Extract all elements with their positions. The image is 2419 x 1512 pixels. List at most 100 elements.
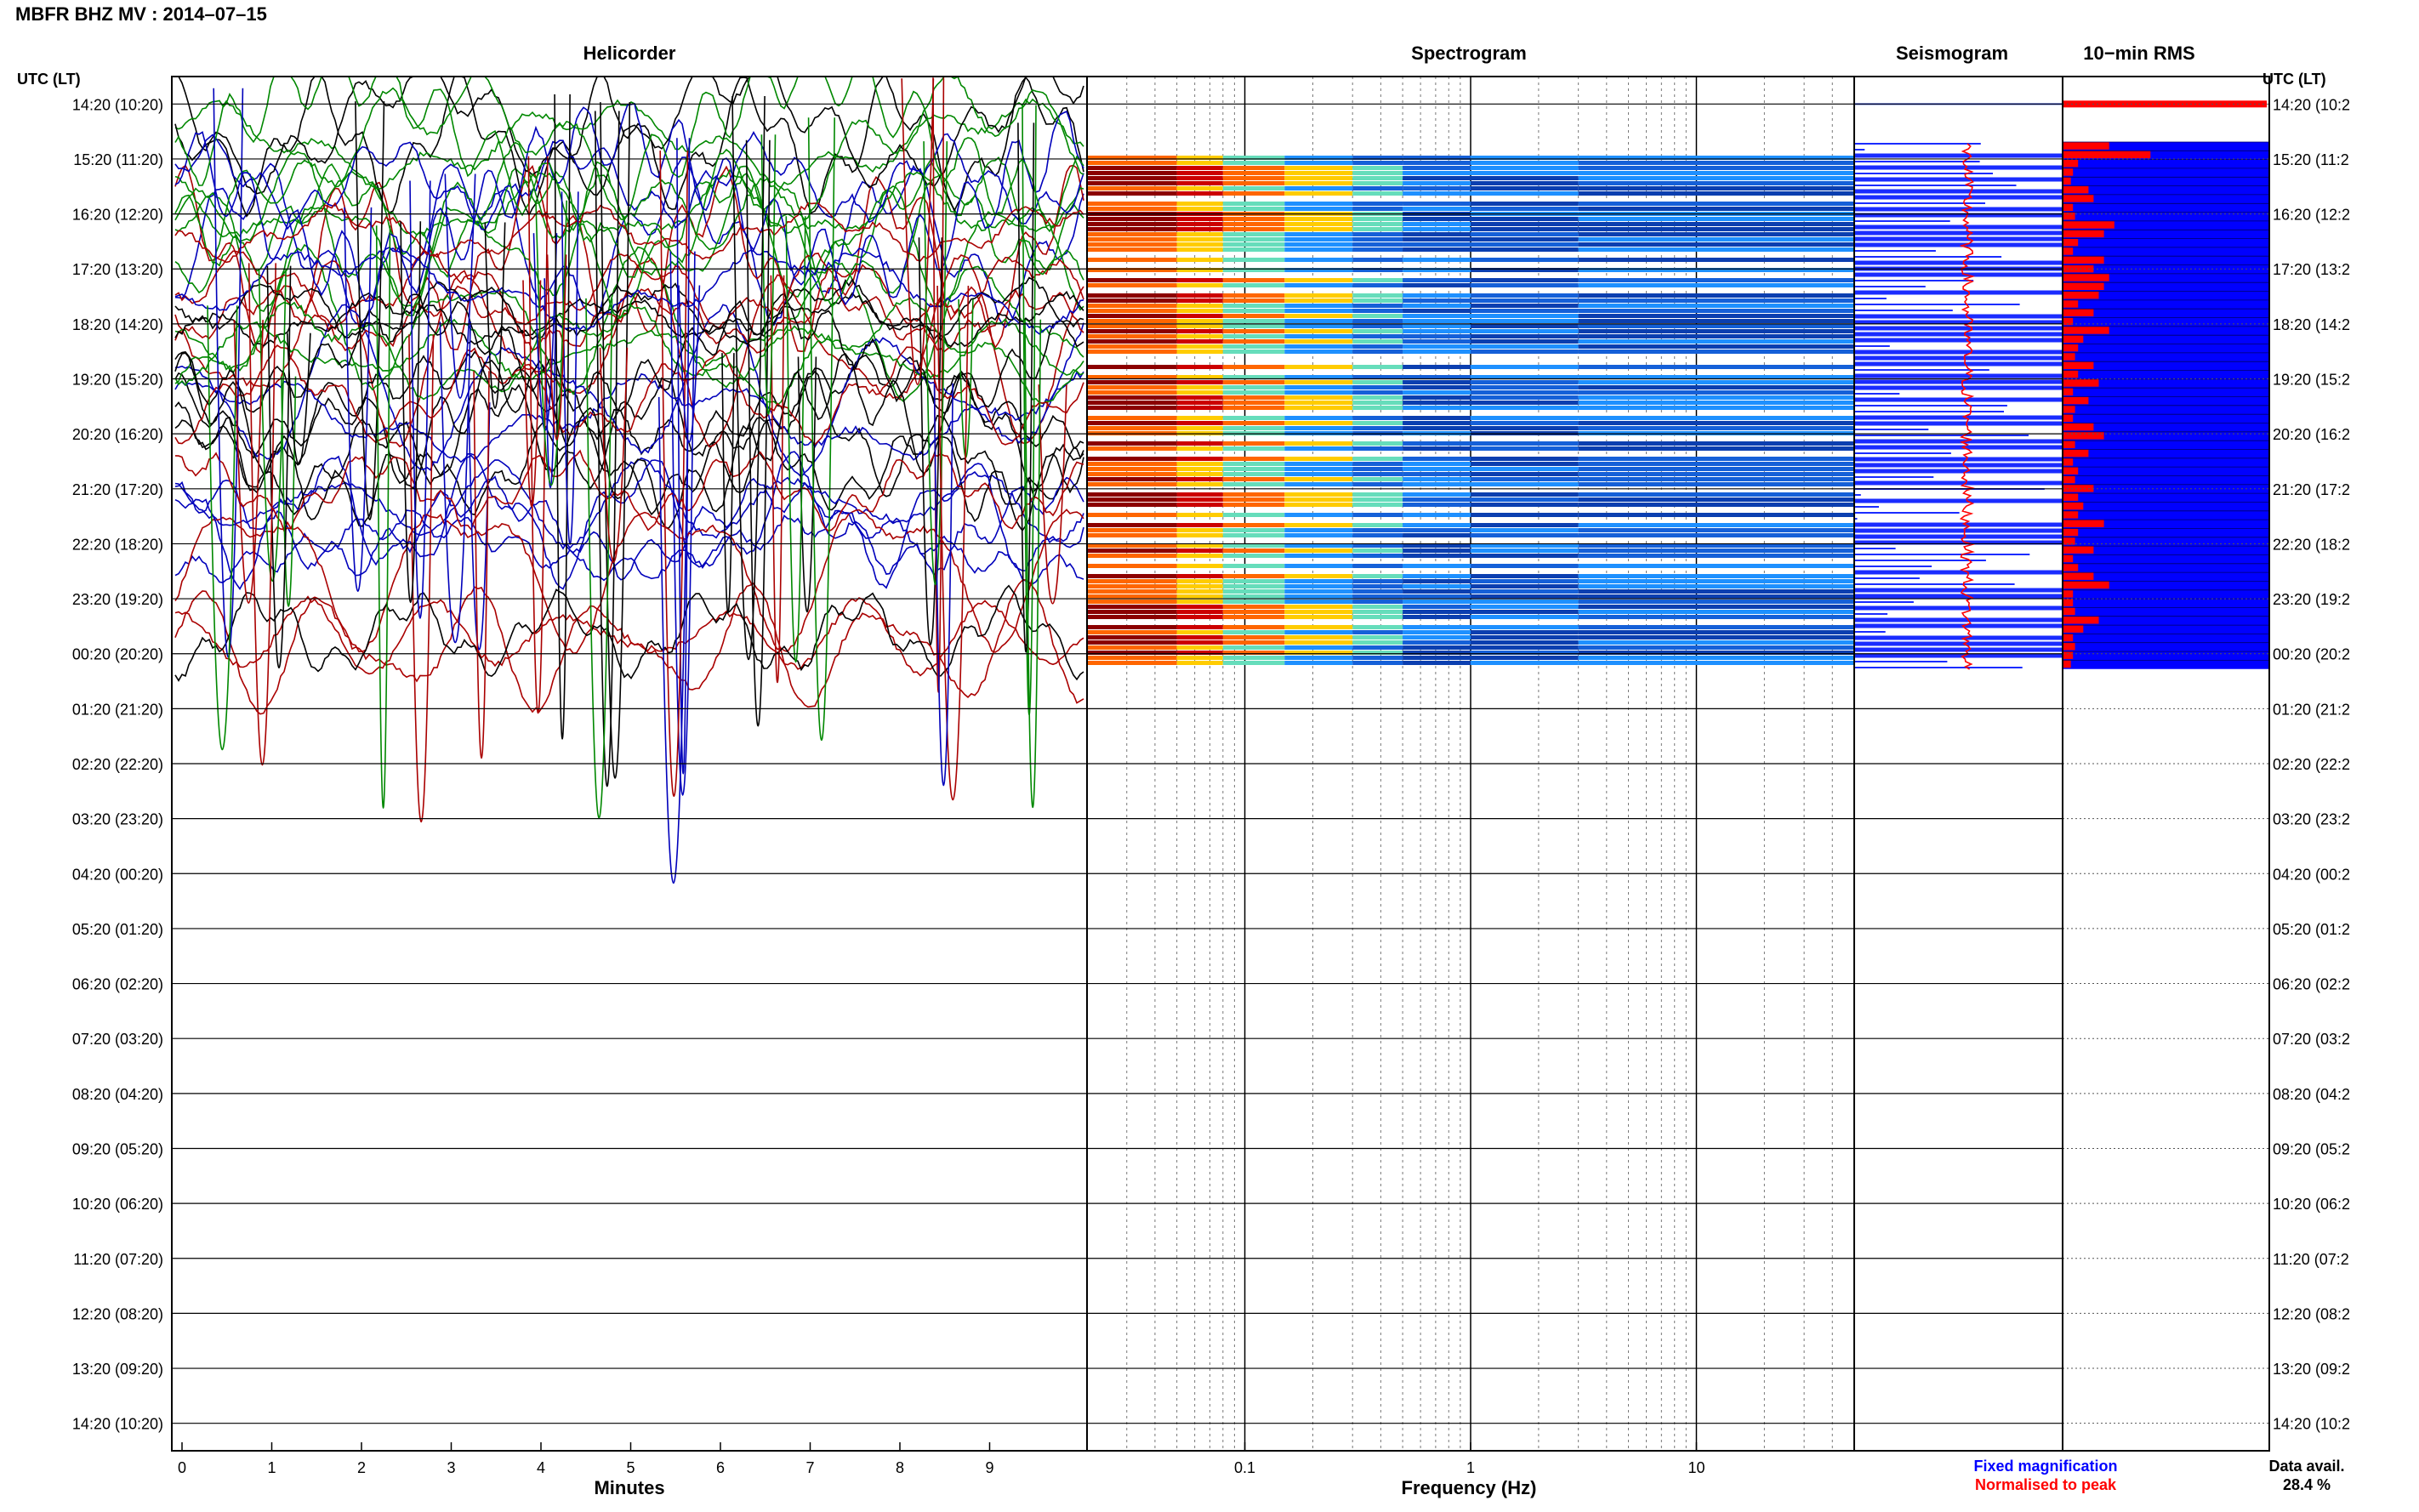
spectrogram-band bbox=[1578, 462, 1854, 466]
row-label-left: 15:20 (11:20) bbox=[73, 151, 163, 168]
spectrogram-band bbox=[1087, 615, 1177, 619]
spectrogram-band bbox=[1578, 186, 1854, 190]
spectrogram-band bbox=[1352, 156, 1403, 160]
spectrogram-band bbox=[1087, 661, 1177, 665]
spectrogram-band bbox=[1352, 594, 1403, 599]
spectrogram-band bbox=[1578, 640, 1854, 645]
spectrogram-band bbox=[1578, 615, 1854, 619]
spectrogram-band bbox=[1222, 574, 1285, 578]
rms-bar bbox=[2063, 291, 2099, 299]
spectrogram-band bbox=[1284, 594, 1353, 599]
row-label-right: 16:20 (12:2 bbox=[2273, 207, 2350, 224]
spectrogram-band bbox=[1403, 278, 1471, 282]
spectrogram-band bbox=[1222, 202, 1285, 206]
row-label-left: 13:20 (09:20) bbox=[72, 1361, 163, 1378]
helicorder-xtick-label: 5 bbox=[626, 1459, 635, 1476]
spectrogram-band bbox=[1352, 584, 1403, 588]
rms-bar bbox=[2063, 168, 2074, 176]
spectrogram-band bbox=[1222, 385, 1285, 389]
spectrogram-band bbox=[1352, 186, 1403, 190]
spectrogram-band bbox=[1087, 268, 1177, 272]
spectrogram-band bbox=[1403, 390, 1471, 395]
helicorder-spike bbox=[1024, 319, 1042, 809]
spectrogram-band bbox=[1222, 564, 1285, 568]
spectrogram-band bbox=[1284, 564, 1353, 568]
spectrogram-band bbox=[1403, 227, 1471, 231]
helicorder-spike bbox=[532, 233, 558, 431]
spectrogram-band bbox=[1222, 656, 1285, 660]
helicorder-spike bbox=[1022, 105, 1037, 716]
spectrogram-band bbox=[1352, 472, 1403, 476]
spectrogram-band bbox=[1087, 222, 1177, 226]
legend-normalised-to-peak: Normalised to peak bbox=[1975, 1476, 2117, 1493]
row-label-left: 02:20 (22:20) bbox=[72, 756, 163, 773]
spectrogram-band bbox=[1352, 554, 1403, 558]
spectrogram-band bbox=[1352, 293, 1403, 298]
spectrogram-band bbox=[1471, 186, 1579, 190]
row-label-left: 12:20 (08:20) bbox=[72, 1305, 163, 1322]
spectrogram-band bbox=[1176, 202, 1223, 206]
helicorder-spike bbox=[248, 263, 276, 766]
helicorder-spike bbox=[535, 200, 567, 486]
spectrogram-band bbox=[1087, 477, 1177, 481]
rms-bar bbox=[2063, 326, 2109, 334]
spectrogram-band bbox=[1176, 191, 1223, 196]
spectrogram-band bbox=[1176, 339, 1223, 344]
spectrogram-band bbox=[1352, 390, 1403, 395]
legend-fixed-magnification: Fixed magnification bbox=[1973, 1458, 2117, 1475]
spectrogram-band bbox=[1284, 385, 1353, 389]
helicorder-spike bbox=[770, 275, 785, 684]
helicorder-xtick-label: 1 bbox=[267, 1459, 276, 1476]
spectrogram-band bbox=[1403, 176, 1471, 180]
spectrogram-band bbox=[1087, 467, 1177, 471]
spectrogram-band bbox=[1578, 625, 1854, 629]
rms-bar bbox=[2063, 449, 2089, 458]
helicorder-spike bbox=[546, 254, 567, 441]
spectrogram-band bbox=[1176, 528, 1223, 532]
helicorder-xtick-label: 9 bbox=[985, 1459, 993, 1476]
spectrogram-band bbox=[1352, 482, 1403, 486]
spectrogram-band bbox=[1222, 247, 1285, 252]
spectrogram-band bbox=[1471, 380, 1579, 384]
spectrogram-band bbox=[1222, 319, 1285, 323]
spectrogram-band bbox=[1471, 344, 1579, 349]
helicorder-spike bbox=[400, 221, 422, 603]
spectrogram-band bbox=[1087, 625, 1177, 629]
spectrogram-band bbox=[1578, 610, 1854, 614]
spectrogram-band bbox=[1087, 350, 1177, 354]
spectrogram-band bbox=[1352, 528, 1403, 532]
spectrogram-band bbox=[1578, 258, 1854, 262]
spectrogram-band bbox=[1471, 237, 1579, 242]
helicorder-spike bbox=[585, 298, 613, 819]
spectrogram-band bbox=[1284, 278, 1353, 282]
rms-bar bbox=[2063, 599, 2074, 606]
spectrogram-band bbox=[1471, 283, 1579, 287]
spectrogram-band bbox=[1403, 258, 1471, 262]
spectrogram-band bbox=[1578, 401, 1854, 405]
spectrogram-band bbox=[1352, 564, 1403, 568]
spectrogram-band bbox=[1578, 446, 1854, 451]
spectrogram-band bbox=[1403, 579, 1471, 583]
spectrogram-band bbox=[1352, 380, 1403, 384]
spectrogram-band bbox=[1403, 314, 1471, 318]
spectrogram-band bbox=[1578, 344, 1854, 349]
spectrogram-band bbox=[1222, 645, 1285, 650]
spectrogram-band bbox=[1403, 645, 1471, 650]
spectrogram-band bbox=[1176, 630, 1223, 634]
row-label-left: 07:20 (03:20) bbox=[72, 1031, 163, 1048]
spectrogram-band bbox=[1176, 334, 1223, 338]
row-label-left: 06:20 (02:20) bbox=[72, 976, 163, 993]
spectrogram-band bbox=[1578, 207, 1854, 211]
row-label-right: 00:20 (20:2 bbox=[2273, 646, 2350, 663]
spectrogram-band bbox=[1087, 298, 1177, 303]
helicorder-spike bbox=[355, 101, 385, 520]
helicorder-trace bbox=[174, 451, 1084, 591]
spectrogram-band bbox=[1578, 554, 1854, 558]
spectrogram-band bbox=[1176, 247, 1223, 252]
rms-bar bbox=[2063, 554, 2074, 563]
spectrogram-band bbox=[1087, 640, 1177, 645]
spectrogram-band bbox=[1284, 344, 1353, 349]
spectrogram-band bbox=[1403, 319, 1471, 323]
row-label-right: 13:20 (09:2 bbox=[2273, 1361, 2350, 1378]
spectrogram-band bbox=[1284, 406, 1353, 410]
